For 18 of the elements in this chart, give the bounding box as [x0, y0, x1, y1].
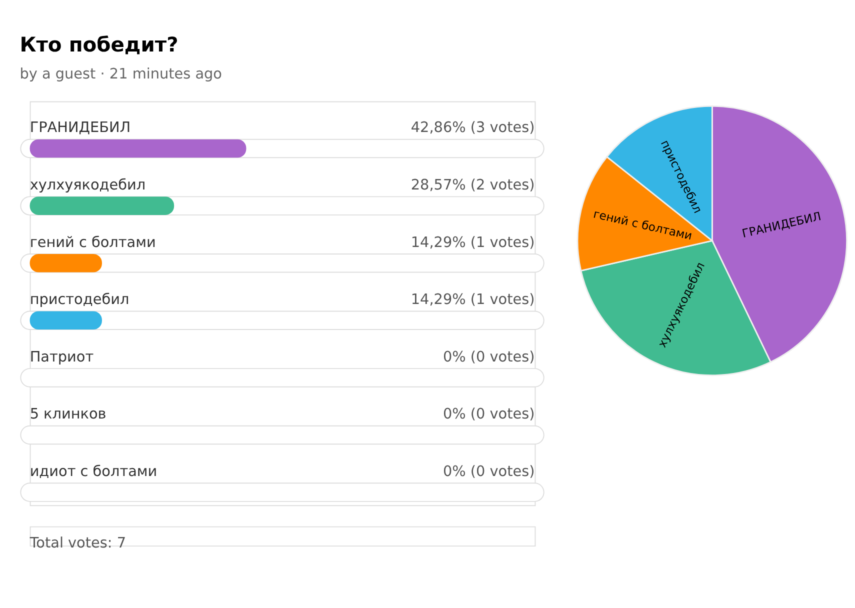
- category-label: Патриот: [30, 349, 94, 366]
- data-label: 42,86% (3 votes): [410, 120, 535, 136]
- data-label: 0% (0 votes): [442, 349, 535, 366]
- category-label: пристодебил: [30, 292, 130, 308]
- category-label: хулхуякодебил: [30, 177, 146, 194]
- text: Total votes: 7: [28, 536, 126, 552]
- data-label: 0% (0 votes): [442, 464, 535, 480]
- data-label: 28,57% (2 votes): [410, 177, 535, 194]
- category-label: ГРАНИДЕБИЛ: [30, 120, 131, 136]
- chart-title: Кто победит?: [20, 32, 178, 57]
- chart-subtitle: by a guest · 21 minutes ago: [20, 66, 222, 83]
- category-label: гений с болтами: [30, 234, 156, 251]
- data-label: 14,29% (1 votes): [410, 292, 535, 308]
- slice-label: гений с болтами: [592, 206, 694, 243]
- data-label: 14,29% (1 votes): [410, 234, 535, 251]
- category-label: идиот с болтами: [30, 464, 158, 480]
- category-label: 5 клинков: [30, 406, 106, 423]
- data-label: 0% (0 votes): [442, 406, 535, 423]
